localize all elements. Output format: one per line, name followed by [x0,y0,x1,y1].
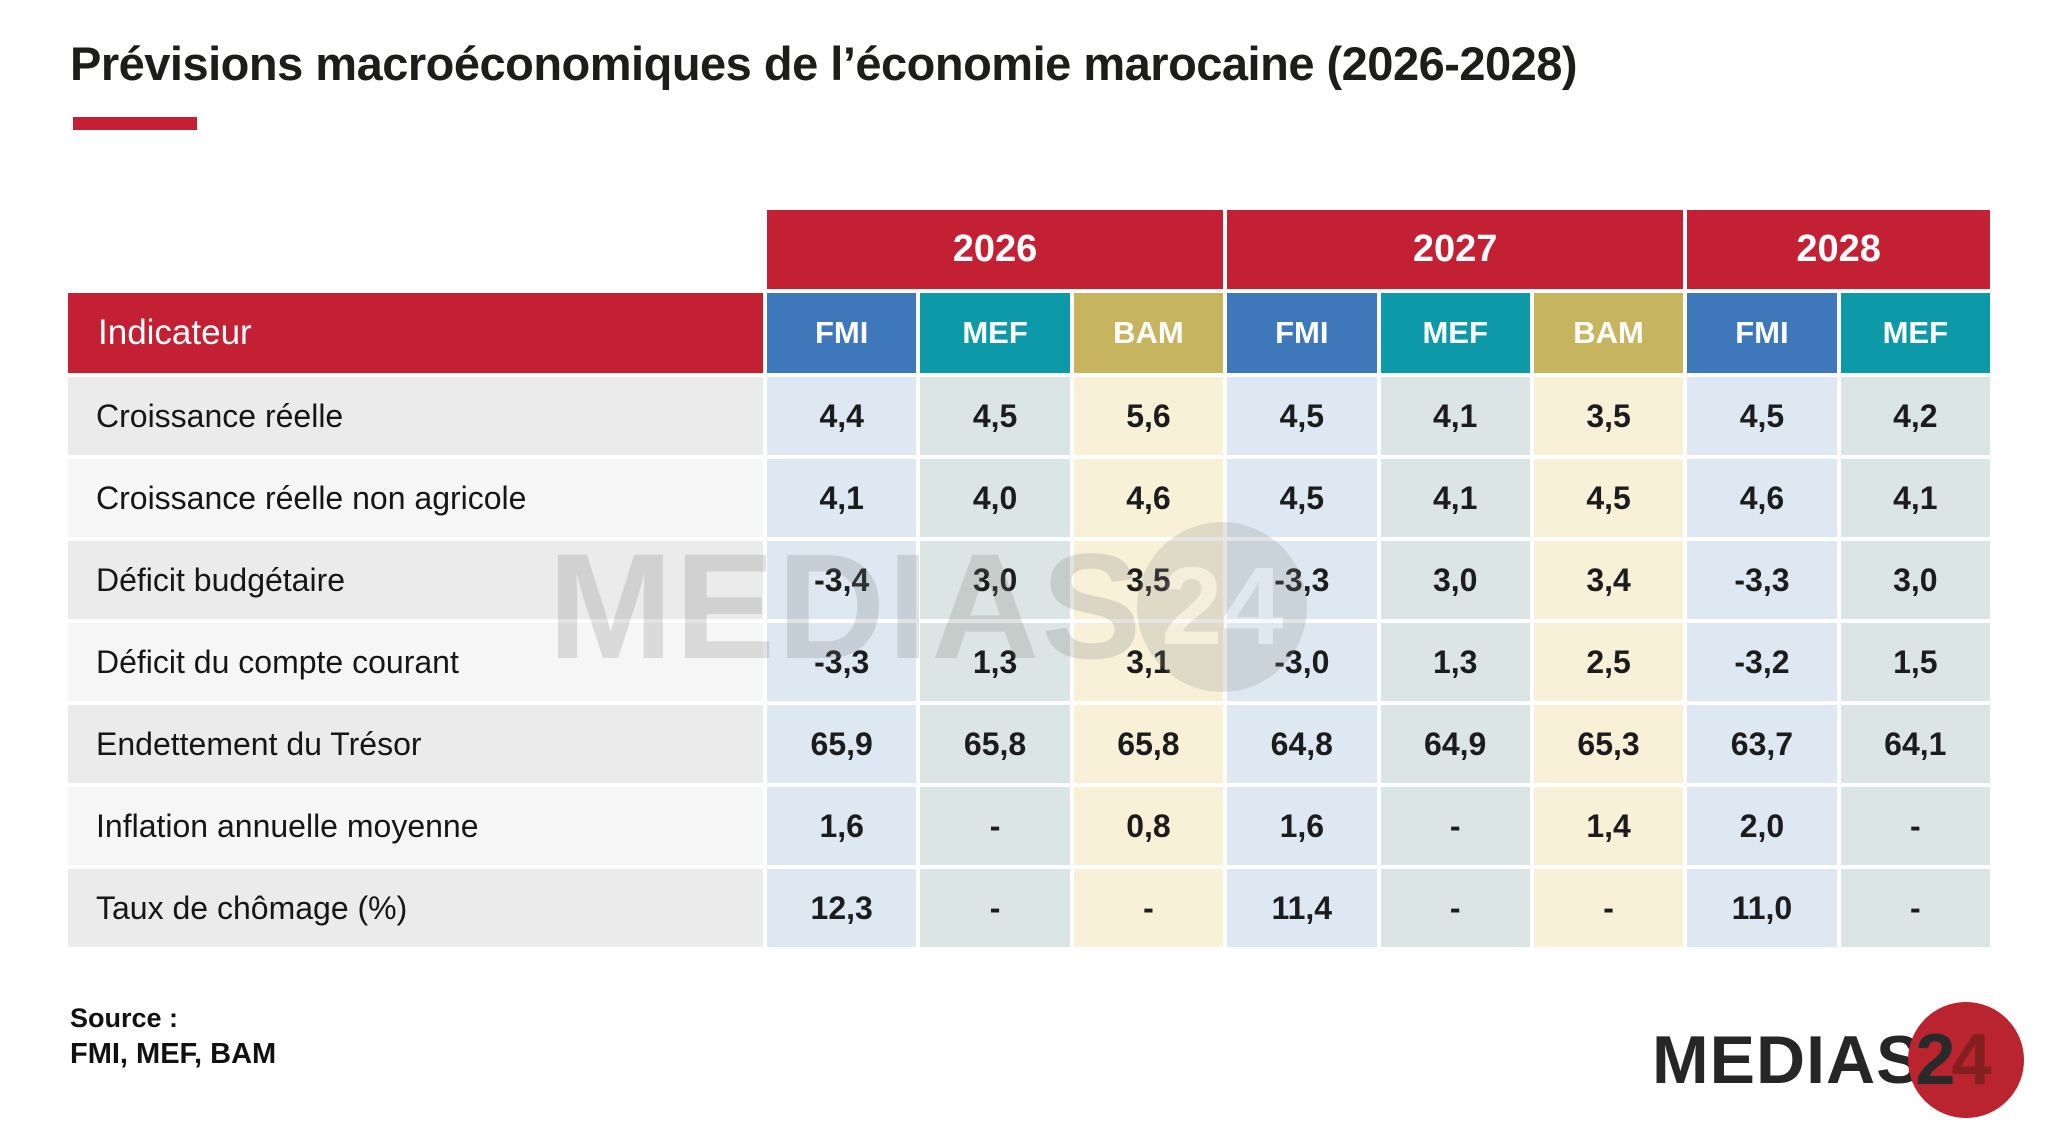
logo-medias-text: MEDIAS [1652,1022,1923,1098]
value-cell: 4,1 [767,459,917,537]
value-cell: 64,1 [1840,705,1990,783]
value-cell: 65,3 [1533,705,1684,783]
logo-digit-2: 2 [1915,1020,1956,1100]
value-cell: 4,5 [1227,459,1377,537]
source-value: FMI, MEF, BAM [70,1037,277,1070]
value-cell: 0,8 [1073,787,1224,865]
value-cell: - [1840,787,1990,865]
value-cell: 4,1 [1840,459,1990,537]
value-cell: 12,3 [767,869,917,947]
org-header-fmi-2026: FMI [767,293,917,373]
value-cell: -3,3 [1227,541,1377,619]
indicator-cell: Taux de chômage (%) [68,869,763,947]
value-cell: 4,5 [920,377,1070,455]
value-cell: -3,3 [1687,541,1837,619]
value-cell: 65,8 [1073,705,1224,783]
value-cell: 4,6 [1073,459,1224,537]
org-header-bam-2026: BAM [1073,293,1224,373]
value-cell: 3,0 [1840,541,1990,619]
indicator-cell: Croissance réelle non agricole [68,459,763,537]
year-header-2026: 2026 [767,210,1224,289]
value-cell: 11,4 [1227,869,1377,947]
value-cell: 4,5 [1533,459,1684,537]
value-cell: 5,6 [1073,377,1224,455]
value-cell: 4,2 [1840,377,1990,455]
value-cell: 2,5 [1533,623,1684,701]
org-header-fmi-2028: FMI [1687,293,1837,373]
value-cell: 3,5 [1073,541,1224,619]
value-cell: 2,0 [1687,787,1837,865]
value-cell: 65,8 [920,705,1070,783]
org-header-mef-2028: MEF [1840,293,1990,373]
medias24-logo: MEDIAS 2 4 [1652,1002,2025,1118]
page-title: Prévisions macroéconomiques de l’économi… [70,37,1578,90]
value-cell: 11,0 [1687,869,1837,947]
value-cell: 64,8 [1227,705,1377,783]
org-header-fmi-2027: FMI [1227,293,1377,373]
value-cell: -3,0 [1227,623,1377,701]
value-cell: 4,0 [920,459,1070,537]
value-cell: - [920,787,1070,865]
value-cell: 3,5 [1533,377,1684,455]
title-underline-bar [73,117,197,130]
value-cell: 64,9 [1380,705,1530,783]
value-cell: - [920,869,1070,947]
indicator-cell: Déficit du compte courant [68,623,763,701]
value-cell: 63,7 [1687,705,1837,783]
org-header-mef-2027: MEF [1380,293,1530,373]
value-cell: 1,6 [767,787,917,865]
value-cell: - [1380,869,1530,947]
forecast-table: 2026 2027 2028 Indicateur FMI MEF BAM FM… [68,210,1990,947]
indicator-column-header: Indicateur [68,293,763,373]
value-cell: - [1073,869,1224,947]
value-cell: 1,3 [920,623,1070,701]
value-cell: 4,5 [1227,377,1377,455]
indicator-cell: Déficit budgétaire [68,541,763,619]
value-cell: 4,1 [1380,459,1530,537]
value-cell: 3,4 [1533,541,1684,619]
value-cell: -3,4 [767,541,917,619]
logo-digit-4: 4 [1951,1020,1992,1100]
logo-red-circle-icon: 2 4 [1908,1002,2025,1118]
org-header-mef-2026: MEF [920,293,1070,373]
value-cell: 1,5 [1840,623,1990,701]
value-cell: -3,3 [767,623,917,701]
indicator-cell: Endettement du Trésor [68,705,763,783]
value-cell: 4,5 [1687,377,1837,455]
source-label: Source : [70,1003,179,1033]
value-cell: -3,2 [1687,623,1837,701]
value-cell: 1,4 [1533,787,1684,865]
value-cell: - [1840,869,1990,947]
year-header-2027: 2027 [1227,210,1684,289]
value-cell: 3,0 [920,541,1070,619]
value-cell: - [1380,787,1530,865]
value-cell: 4,6 [1687,459,1837,537]
year-header-2028: 2028 [1687,210,1990,289]
source-block: Source : FMI, MEF, BAM [70,1002,276,1072]
indicator-cell: Inflation annuelle moyenne [68,787,763,865]
value-cell: 3,0 [1380,541,1530,619]
value-cell: 1,6 [1227,787,1377,865]
indicator-cell: Croissance réelle [68,377,763,455]
org-header-bam-2027: BAM [1533,293,1684,373]
corner-spacer [68,210,763,289]
value-cell: 4,1 [1380,377,1530,455]
value-cell: 3,1 [1073,623,1224,701]
value-cell: 65,9 [767,705,917,783]
value-cell: 4,4 [767,377,917,455]
value-cell: - [1533,869,1684,947]
value-cell: 1,3 [1380,623,1530,701]
